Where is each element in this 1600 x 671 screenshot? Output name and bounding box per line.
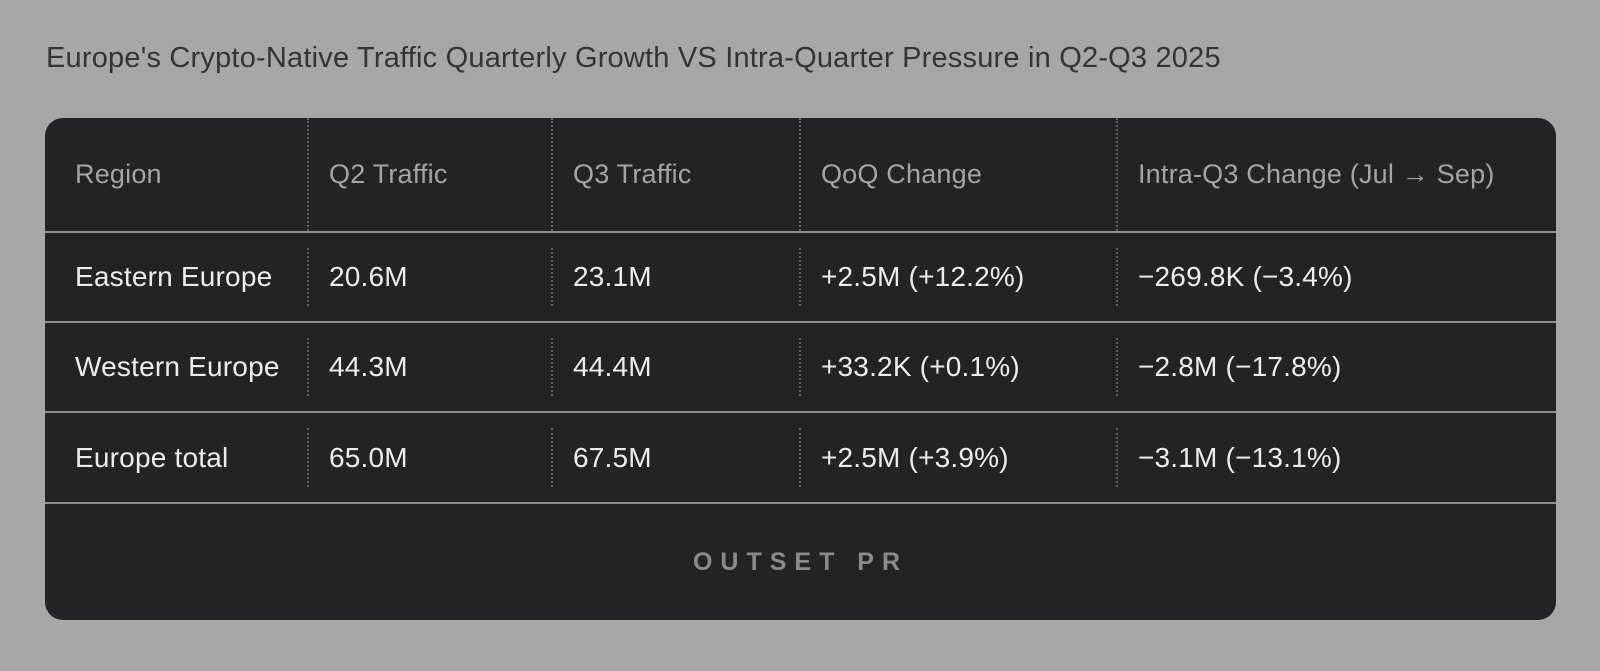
header-row: Region Q2 Traffic Q3 Traffic QoQ Change … [45,118,1556,232]
column-header-qoq-change: QoQ Change [798,118,1116,232]
column-header-region: Region [75,159,162,189]
table-header: Region Q2 Traffic Q3 Traffic QoQ Change … [45,118,1556,232]
cell-region: Eastern Europe [75,261,273,292]
column-header-q2-traffic: Q2 Traffic [307,118,551,232]
page-title: Europe's Crypto-Native Traffic Quarterly… [46,42,1221,74]
cell-q3-traffic: 67.5M [551,412,799,502]
cell-qoq-change: +33.2K (+0.1%) [798,322,1116,412]
cell-intra-q3-change: −3.1M (−13.1%) [1115,412,1556,502]
cell-intra-q3-change: −269.8K (−3.4%) [1115,232,1556,322]
cell-q3-traffic: 44.4M [551,322,799,412]
traffic-table-card: Region Q2 Traffic Q3 Traffic QoQ Change … [45,118,1556,620]
table-row-eastern-europe: Eastern Europe 20.6M 23.1M +2.5M (+12.2%… [45,232,1556,322]
cell-q2-traffic: 65.0M [307,412,551,502]
cell-region: Europe total [75,441,229,473]
column-header-intra-q3-change: Intra-Q3 Change (Jul → Sep) [1115,118,1556,232]
cell-q2-traffic: 20.6M [307,232,551,322]
card-footer: OUTSET PR [45,502,1556,620]
table-row-western-europe: Western Europe 44.3M 44.4M +33.2K (+0.1%… [45,322,1556,412]
table-body: Eastern Europe 20.6M 23.1M +2.5M (+12.2%… [45,232,1556,502]
cell-region: Western Europe [75,351,280,382]
traffic-table: Region Q2 Traffic Q3 Traffic QoQ Change … [45,118,1556,502]
cell-qoq-change: +2.5M (+3.9%) [798,412,1116,502]
outset-pr-logo: OUTSET PR [692,547,909,576]
column-header-q3-traffic: Q3 Traffic [551,118,799,232]
table-row-europe-total: Europe total 65.0M 67.5M +2.5M (+3.9%) −… [45,412,1556,502]
cell-q3-traffic: 23.1M [551,232,799,322]
cell-intra-q3-change: −2.8M (−17.8%) [1115,322,1556,412]
cell-qoq-change: +2.5M (+12.2%) [798,232,1116,322]
cell-q2-traffic: 44.3M [307,322,551,412]
